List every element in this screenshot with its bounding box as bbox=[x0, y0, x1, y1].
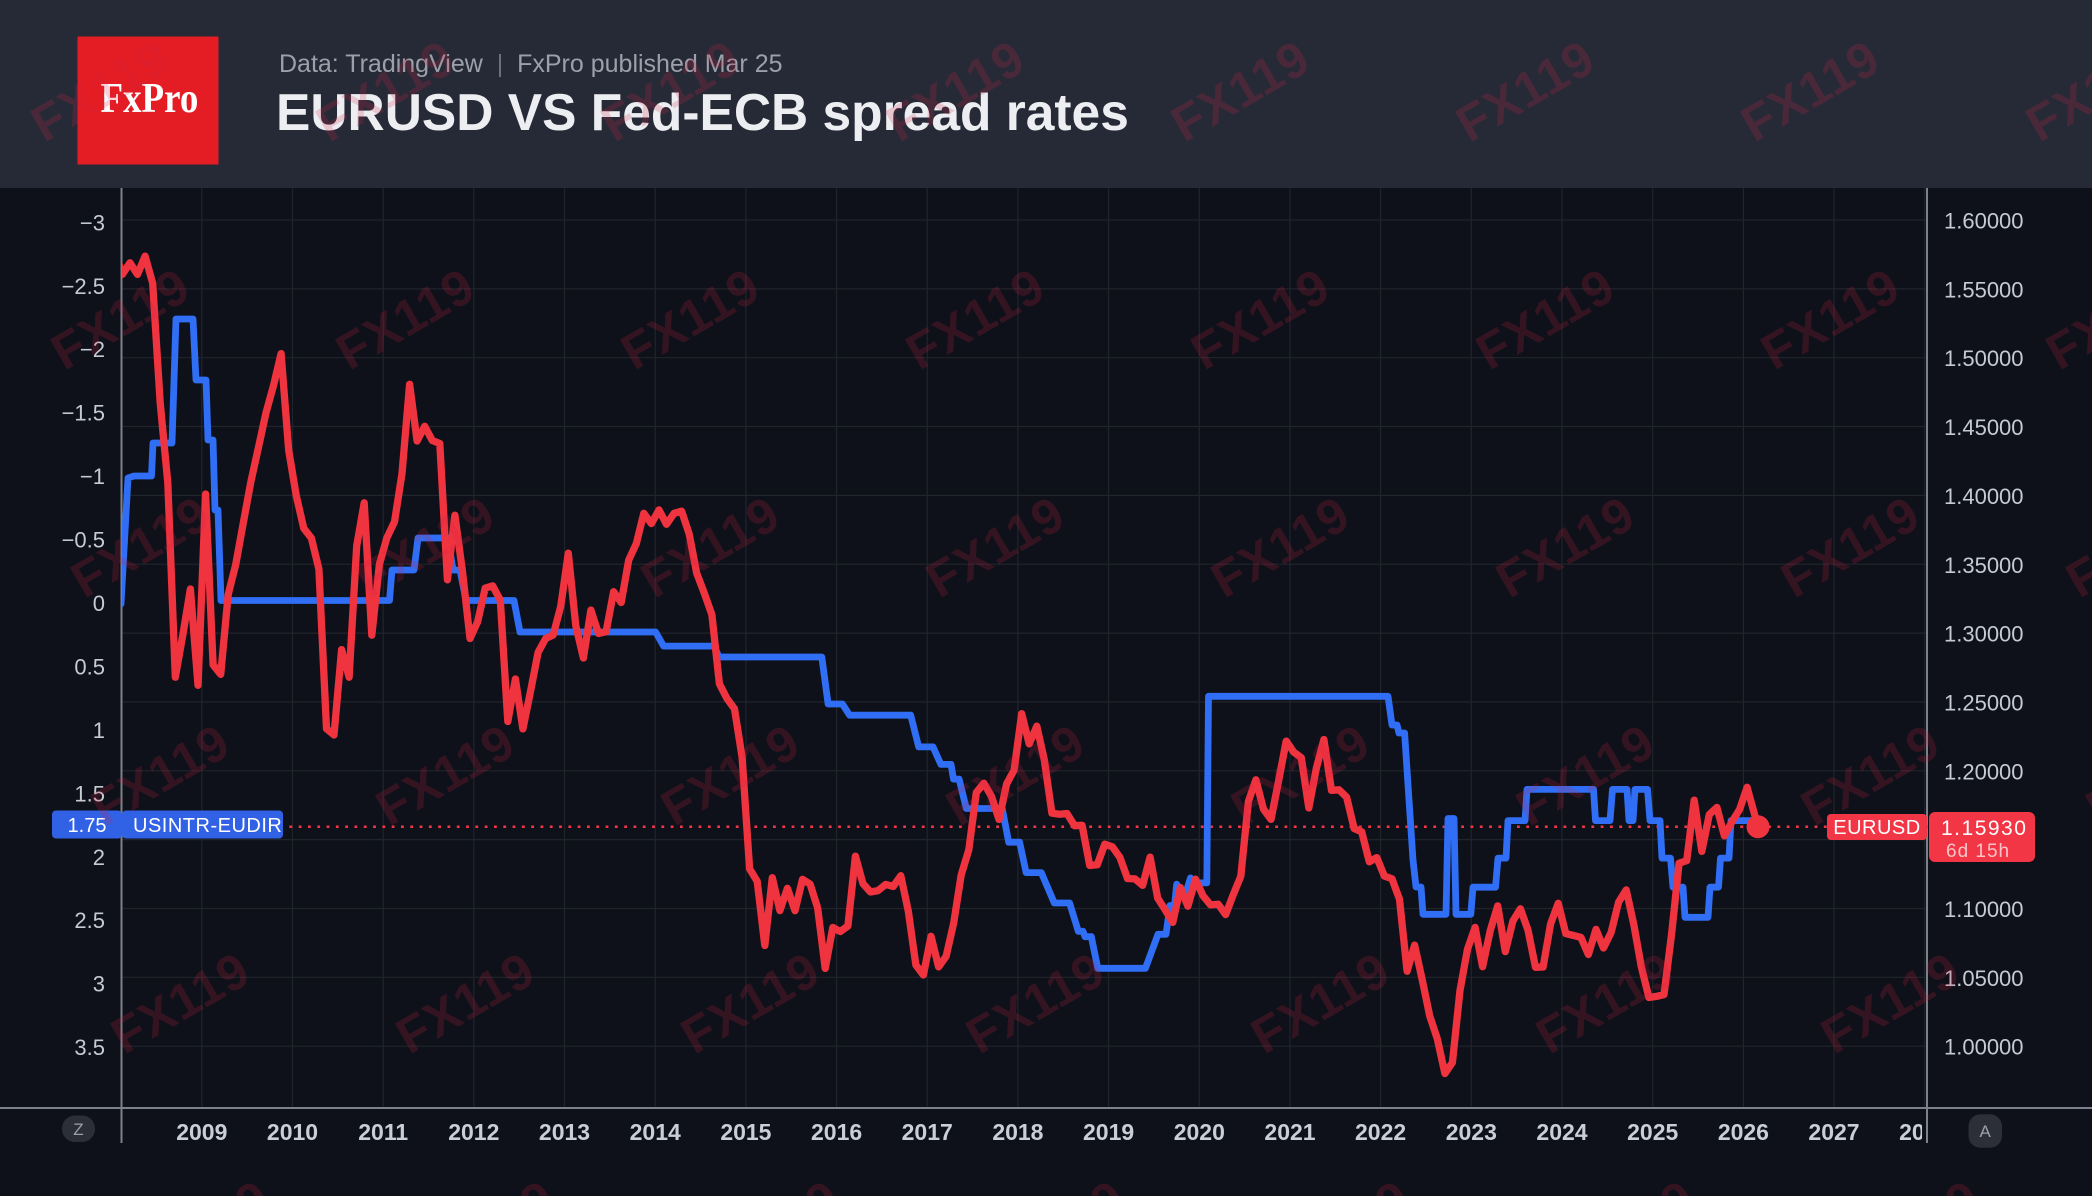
svg-text:2025: 2025 bbox=[1627, 1119, 1678, 1145]
svg-text:2021: 2021 bbox=[1264, 1119, 1315, 1145]
svg-text:1.15930: 1.15930 bbox=[1941, 817, 2027, 840]
svg-text:2: 2 bbox=[93, 845, 105, 870]
svg-text:2012: 2012 bbox=[448, 1119, 499, 1145]
svg-text:2028: 2028 bbox=[1899, 1119, 1950, 1145]
svg-text:1.10000: 1.10000 bbox=[1944, 897, 2024, 922]
svg-text:1.55000: 1.55000 bbox=[1944, 277, 2024, 302]
svg-text:−2.5: −2.5 bbox=[62, 274, 105, 299]
svg-text:3.5: 3.5 bbox=[74, 1035, 105, 1060]
svg-text:2024: 2024 bbox=[1536, 1119, 1587, 1145]
svg-text:1.40000: 1.40000 bbox=[1944, 484, 2024, 509]
svg-text:2026: 2026 bbox=[1718, 1119, 1769, 1145]
svg-text:1.00000: 1.00000 bbox=[1944, 1035, 2024, 1060]
svg-text:EURUSD: EURUSD bbox=[1833, 817, 1920, 839]
svg-text:2016: 2016 bbox=[811, 1119, 862, 1145]
svg-text:1.30000: 1.30000 bbox=[1944, 622, 2024, 647]
svg-text:2027: 2027 bbox=[1808, 1119, 1859, 1145]
svg-text:−3: −3 bbox=[80, 210, 105, 235]
svg-text:USINTR-EUDIR: USINTR-EUDIR bbox=[133, 815, 282, 837]
svg-text:Z: Z bbox=[73, 1120, 83, 1139]
svg-text:−2: −2 bbox=[80, 337, 105, 362]
svg-text:1.35000: 1.35000 bbox=[1944, 553, 2024, 578]
svg-text:1: 1 bbox=[93, 718, 105, 743]
svg-text:A: A bbox=[1980, 1122, 1992, 1141]
svg-text:1.50000: 1.50000 bbox=[1944, 346, 2024, 371]
svg-text:2010: 2010 bbox=[267, 1119, 318, 1145]
svg-text:1.20000: 1.20000 bbox=[1944, 759, 2024, 784]
svg-text:2009: 2009 bbox=[176, 1119, 227, 1145]
svg-text:2.5: 2.5 bbox=[74, 908, 105, 933]
svg-text:3: 3 bbox=[93, 972, 105, 997]
svg-text:1.75: 1.75 bbox=[68, 815, 107, 837]
svg-text:Data: TradingView | FxPro pu: Data: TradingView | FxPro published Mar … bbox=[279, 50, 783, 78]
svg-text:−0.5: −0.5 bbox=[62, 528, 105, 553]
svg-text:1.5: 1.5 bbox=[74, 781, 105, 806]
svg-text:2022: 2022 bbox=[1355, 1119, 1406, 1145]
svg-text:2013: 2013 bbox=[539, 1119, 590, 1145]
svg-text:1.60000: 1.60000 bbox=[1944, 209, 2024, 234]
svg-text:EURUSD VS Fed-ECB spread rates: EURUSD VS Fed-ECB spread rates bbox=[276, 83, 1129, 141]
svg-text:2011: 2011 bbox=[358, 1119, 408, 1145]
svg-text:1.45000: 1.45000 bbox=[1944, 415, 2024, 440]
svg-text:1.25000: 1.25000 bbox=[1944, 690, 2024, 715]
svg-text:2018: 2018 bbox=[992, 1119, 1043, 1145]
svg-text:2017: 2017 bbox=[902, 1119, 953, 1145]
svg-text:0: 0 bbox=[93, 591, 105, 616]
svg-text:6d 15h: 6d 15h bbox=[1946, 841, 2010, 862]
svg-text:2015: 2015 bbox=[720, 1119, 771, 1145]
svg-text:2020: 2020 bbox=[1174, 1119, 1225, 1145]
svg-text:2014: 2014 bbox=[630, 1119, 681, 1145]
svg-text:−1.5: −1.5 bbox=[62, 401, 105, 426]
svg-text:−1: −1 bbox=[80, 464, 105, 489]
svg-text:FxPro: FxPro bbox=[100, 75, 198, 122]
svg-text:2019: 2019 bbox=[1083, 1119, 1134, 1145]
svg-text:0.5: 0.5 bbox=[74, 655, 105, 680]
svg-text:2023: 2023 bbox=[1446, 1119, 1497, 1145]
svg-text:1.05000: 1.05000 bbox=[1944, 966, 2024, 991]
